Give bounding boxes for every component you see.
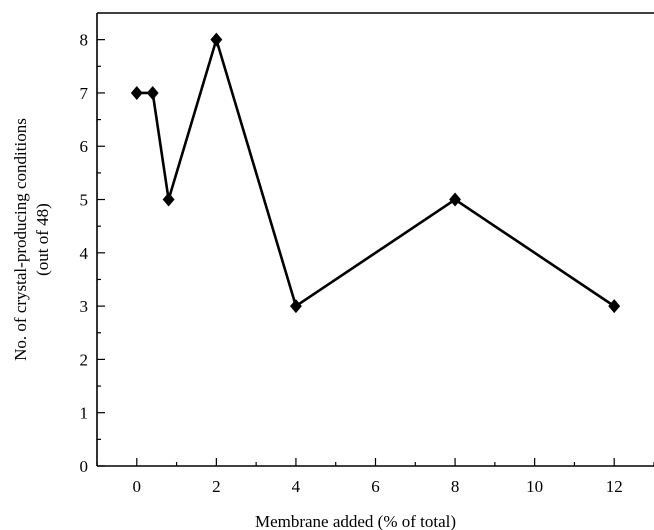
x-tick-label: 12 [606, 477, 623, 496]
y-tick-label: 5 [80, 191, 89, 210]
y-tick-labels: 0 1 2 3 4 5 6 7 8 [80, 31, 89, 476]
data-point-marker [162, 192, 175, 207]
y-tick-label: 4 [80, 244, 89, 263]
y-tick-label: 2 [80, 350, 89, 369]
x-tick-labels: 0 2 4 6 8 10 12 [133, 477, 623, 496]
x-tick-label: 4 [292, 477, 301, 496]
y-axis-title-line: No. of crystal-producing conditions [11, 118, 30, 361]
y-tick-label: 0 [80, 457, 89, 476]
x-tick-label: 2 [212, 477, 221, 496]
axis-ticks [96, 39, 654, 467]
data-point-marker [289, 299, 302, 314]
plot-frame [96, 12, 654, 467]
data-series [130, 32, 621, 314]
x-tick-label: 10 [526, 477, 543, 496]
y-axis-title-line: (out of 48) [33, 203, 52, 276]
x-tick-label: 0 [133, 477, 142, 496]
data-point-marker [130, 85, 143, 100]
data-point-marker [449, 192, 462, 207]
data-point-marker [146, 85, 159, 100]
y-tick-label: 6 [80, 137, 89, 156]
x-tick-label: 6 [371, 477, 380, 496]
y-tick-label: 3 [80, 297, 89, 316]
x-axis-title: Membrane added (% of total) [255, 512, 456, 530]
y-tick-label: 1 [80, 404, 89, 423]
data-point-marker [608, 299, 621, 314]
y-tick-label: 7 [80, 84, 89, 103]
series-line [136, 35, 615, 309]
x-tick-label: 8 [451, 477, 460, 496]
data-point-marker [210, 32, 223, 47]
y-tick-label: 8 [80, 31, 89, 50]
y-axis-title: No. of crystal-producing conditions (out … [11, 118, 52, 361]
